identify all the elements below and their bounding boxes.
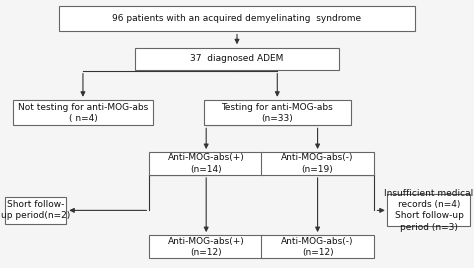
Text: Not testing for anti-MOG-abs
( n=4): Not testing for anti-MOG-abs ( n=4) xyxy=(18,102,148,123)
FancyBboxPatch shape xyxy=(149,152,263,175)
FancyBboxPatch shape xyxy=(5,197,66,224)
FancyBboxPatch shape xyxy=(149,235,263,258)
Text: Testing for anti-MOG-abs
(n=33): Testing for anti-MOG-abs (n=33) xyxy=(221,102,333,123)
Text: Insufficient medical
records (n=4)
Short follow-up
period (n=3): Insufficient medical records (n=4) Short… xyxy=(384,189,474,232)
Text: Anti-MOG-abs(-)
(n=19): Anti-MOG-abs(-) (n=19) xyxy=(282,153,354,174)
Text: Anti-MOG-abs(-)
(n=12): Anti-MOG-abs(-) (n=12) xyxy=(282,236,354,257)
FancyBboxPatch shape xyxy=(59,6,415,31)
FancyBboxPatch shape xyxy=(13,100,153,125)
FancyBboxPatch shape xyxy=(261,235,374,258)
Text: 96 patients with an acquired demyelinating  syndrome: 96 patients with an acquired demyelinati… xyxy=(112,14,362,23)
Text: Anti-MOG-abs(+)
(n=12): Anti-MOG-abs(+) (n=12) xyxy=(168,236,245,257)
FancyBboxPatch shape xyxy=(204,100,351,125)
Text: 37  diagnosed ADEM: 37 diagnosed ADEM xyxy=(191,54,283,64)
FancyBboxPatch shape xyxy=(387,194,470,226)
FancyBboxPatch shape xyxy=(261,152,374,175)
Text: Short follow-
up period(n=2): Short follow- up period(n=2) xyxy=(1,200,70,220)
Text: Anti-MOG-abs(+)
(n=14): Anti-MOG-abs(+) (n=14) xyxy=(168,153,245,174)
FancyBboxPatch shape xyxy=(135,48,339,70)
